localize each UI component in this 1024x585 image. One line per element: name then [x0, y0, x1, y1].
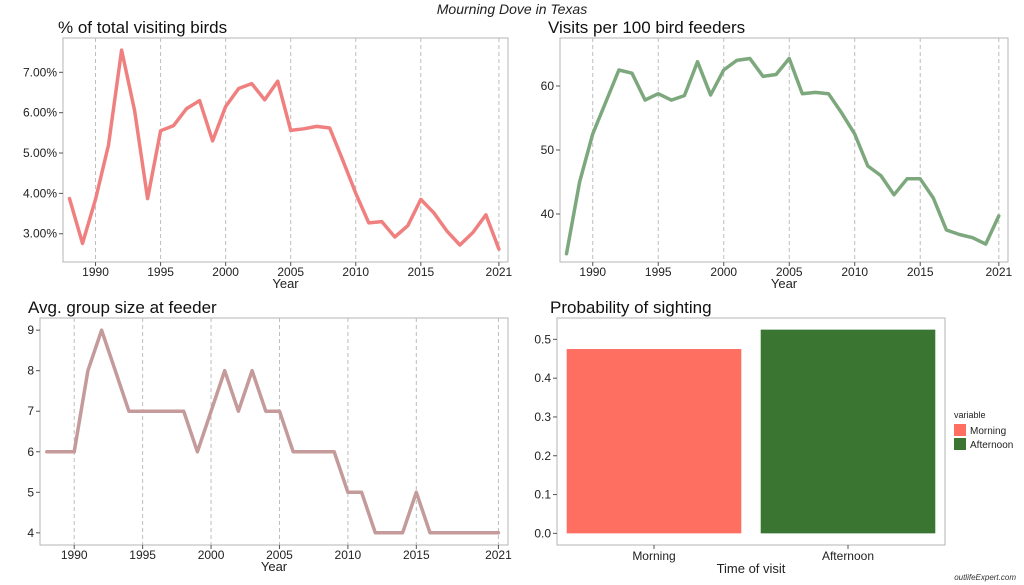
- y-tick-label: 4: [27, 526, 34, 540]
- panel-1: % of total visiting birds 3.00% 4.00% 5.00%…: [23, 18, 513, 291]
- x-tick-label: 1990: [82, 265, 109, 279]
- series-line: [45, 328, 501, 535]
- figure-title: Mourning Dove in Texas: [437, 1, 587, 17]
- x-tick-label: Morning: [632, 549, 675, 563]
- legend-title: variable: [954, 410, 986, 420]
- x-tick-label: Afternoon: [822, 549, 874, 563]
- x-axis-title: Year: [272, 276, 299, 291]
- y-tick-label: 6.00%: [23, 106, 57, 120]
- y-tick-label: 0.1: [534, 488, 551, 502]
- x-tick-label: 2010: [335, 548, 362, 562]
- x-axis-title: Time of visit: [717, 561, 786, 576]
- plot-frame: [62, 37, 509, 263]
- y-tick-label: 3.00%: [23, 227, 57, 241]
- plots: % of total visiting birds 3.00% 4.00% 5.00%…: [23, 18, 1013, 576]
- panel-2: Visits per 100 bird feeders 40 50 60 1990 199…: [541, 18, 1013, 291]
- panel-4: Probability of sighting 0.0 0.1 0.2 0.3 0.4 0.…: [534, 298, 1013, 576]
- x-tick-label: 2015: [407, 265, 434, 279]
- legend-swatch: [954, 438, 966, 450]
- x-tick-label: 1995: [645, 265, 672, 279]
- y-tick-label: 5.00%: [23, 146, 57, 160]
- panel-title: Probability of sighting: [550, 298, 712, 317]
- x-tick-label: 2000: [710, 265, 737, 279]
- panel-title: % of total visiting birds: [58, 18, 227, 37]
- y-tick-label: 0.2: [534, 449, 551, 463]
- y-tick-label: 0.3: [534, 410, 551, 424]
- legend-swatch: [954, 424, 966, 436]
- panel-title: Avg. group size at feeder: [28, 298, 217, 317]
- y-tick-label: 9: [27, 323, 34, 337]
- x-tick-label: 2010: [342, 265, 369, 279]
- x-tick-label: 2015: [403, 548, 430, 562]
- bar-morning: [566, 349, 742, 534]
- x-tick-label: 2000: [212, 265, 239, 279]
- y-tick-label: 7: [27, 404, 34, 418]
- series-line: [564, 56, 1001, 256]
- x-tick-label: 1995: [147, 265, 174, 279]
- x-tick-label: 2021: [485, 548, 512, 562]
- legend-label: Morning: [970, 426, 1006, 437]
- y-tick-label: 50: [541, 143, 555, 157]
- panel-title: Visits per 100 bird feeders: [548, 18, 745, 37]
- panel-3: Avg. group size at feeder 4 5 6 7 8 9 1990 1995 2…: [27, 298, 512, 574]
- plot-frame: [39, 317, 509, 546]
- series-line: [67, 48, 501, 251]
- y-tick-label: 60: [541, 79, 555, 93]
- x-tick-label: 1990: [579, 265, 606, 279]
- y-tick-label: 0.4: [534, 371, 551, 385]
- x-tick-label: 1995: [129, 548, 156, 562]
- y-tick-label: 7.00%: [23, 65, 57, 79]
- y-tick-label: 8: [27, 364, 34, 378]
- x-axis-title: Year: [771, 276, 798, 291]
- x-tick-label: 2000: [198, 548, 225, 562]
- x-tick-label: 2005: [277, 265, 304, 279]
- y-tick-label: 0.0: [534, 526, 551, 540]
- plot-frame: [556, 317, 946, 546]
- bar-afternoon: [760, 329, 936, 534]
- x-axis-title: Year: [261, 559, 288, 574]
- watermark: outlifeExpert.com: [954, 573, 1016, 582]
- y-tick-label: 6: [27, 445, 34, 459]
- x-tick-label: 2021: [486, 265, 513, 279]
- y-tick-label: 40: [541, 207, 555, 221]
- x-tick-label: 1990: [61, 548, 88, 562]
- x-tick-label: 2021: [985, 265, 1012, 279]
- legend-label: Afternoon: [970, 440, 1013, 451]
- y-tick-label: 5: [27, 485, 34, 499]
- x-tick-label: 2010: [841, 265, 868, 279]
- x-tick-label: 2015: [907, 265, 934, 279]
- x-tick-label: 2005: [266, 548, 293, 562]
- legend: variable Morning Afternoon: [954, 410, 1013, 451]
- y-tick-label: 4.00%: [23, 186, 57, 200]
- y-tick-label: 0.5: [534, 332, 551, 346]
- x-tick-label: 2005: [776, 265, 803, 279]
